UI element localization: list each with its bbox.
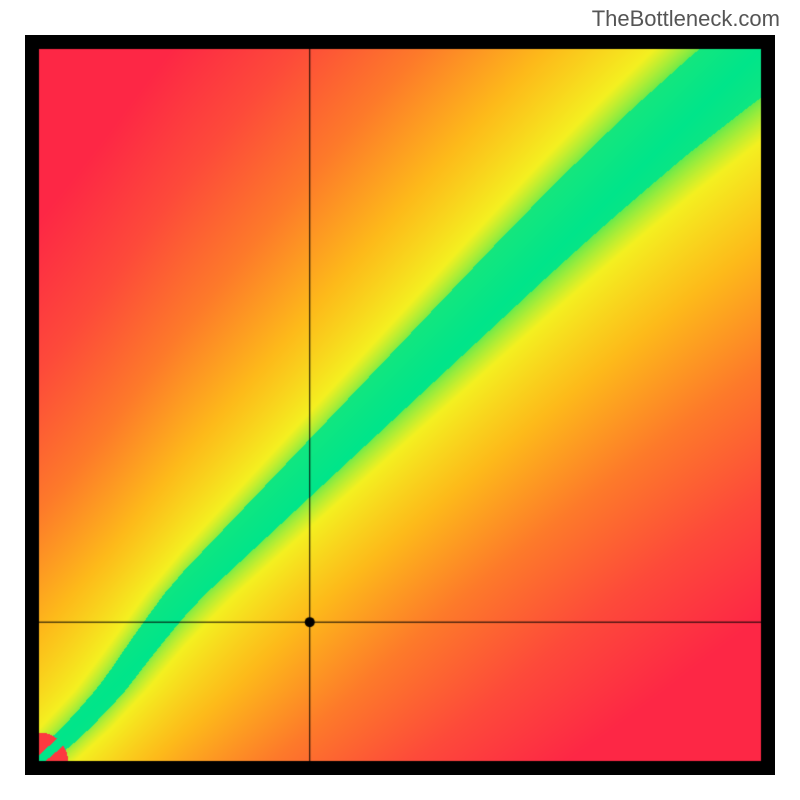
bottleneck-heatmap	[25, 35, 775, 775]
watermark-text: TheBottleneck.com	[592, 6, 780, 32]
chart-container: TheBottleneck.com	[0, 0, 800, 800]
heatmap-canvas	[25, 35, 775, 775]
